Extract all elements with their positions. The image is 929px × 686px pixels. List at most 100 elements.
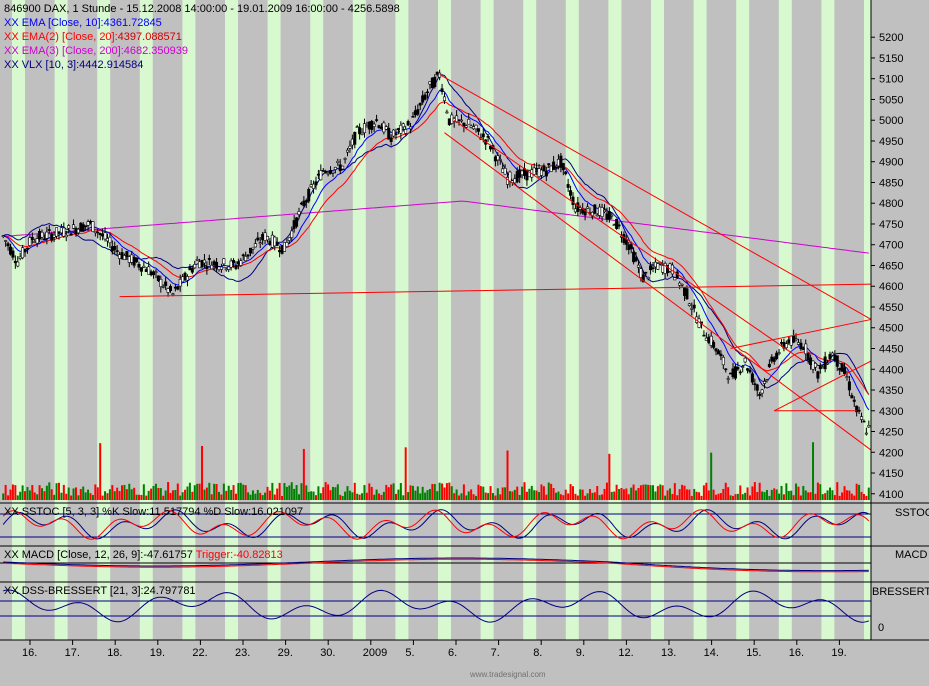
volume-bar xyxy=(535,490,538,500)
y-tick-label: 4850 xyxy=(879,177,903,189)
candle-body xyxy=(84,225,88,227)
volume-bar xyxy=(758,482,761,500)
volume-bar xyxy=(542,486,545,500)
x-tick-label: 6. xyxy=(448,647,457,659)
candle-body xyxy=(11,250,15,258)
volume-bar xyxy=(302,448,305,500)
volume-bar xyxy=(271,482,274,500)
volume-bar xyxy=(816,482,819,500)
candle-body xyxy=(857,409,861,412)
session-band xyxy=(352,0,366,640)
volume-bar xyxy=(530,485,533,500)
volume-bar xyxy=(729,495,732,500)
candle-body xyxy=(217,266,221,271)
volume-bar xyxy=(533,490,536,500)
trendlines[interactable] xyxy=(119,74,872,451)
candle-body xyxy=(513,178,517,184)
volume-bar xyxy=(802,485,805,500)
volume-bar xyxy=(319,493,322,500)
candle-body xyxy=(731,368,735,378)
legend-ema10: XX EMA [Close, 10]:4361.72845 xyxy=(4,17,162,29)
volume-bar xyxy=(814,493,817,500)
volume-bar xyxy=(33,492,36,500)
volume-bar xyxy=(213,483,216,500)
y-tick-label: 4100 xyxy=(879,489,903,501)
volume-bar xyxy=(501,487,504,500)
volume-bar xyxy=(225,490,228,500)
candle-body xyxy=(748,369,752,373)
volume-bar xyxy=(9,489,12,500)
candle-body xyxy=(18,256,22,259)
candle-body xyxy=(263,232,267,241)
volume-bar xyxy=(101,495,104,500)
volume-bar xyxy=(48,482,51,500)
y-tick-label: 5050 xyxy=(879,94,903,106)
volume-bar xyxy=(184,489,187,500)
candle-body xyxy=(843,367,847,374)
candle-body xyxy=(600,207,604,217)
x-tick-label: 23. xyxy=(235,647,250,659)
y-tick-label: 4400 xyxy=(879,364,903,376)
volume-bar xyxy=(188,482,191,500)
volume-bar xyxy=(91,494,94,500)
candle-body xyxy=(312,183,316,189)
volume-bar xyxy=(380,494,383,500)
candle-body xyxy=(564,171,568,175)
candle-body xyxy=(28,237,32,246)
candle-body xyxy=(457,119,461,121)
candle-body xyxy=(481,133,485,138)
session-band xyxy=(480,0,494,640)
volume-bar xyxy=(94,484,97,500)
candle-body xyxy=(493,156,497,162)
candle-body xyxy=(573,208,577,213)
candle-body xyxy=(249,247,253,254)
candle-body xyxy=(542,165,546,172)
volume-bar xyxy=(251,490,254,500)
candle-body xyxy=(275,242,279,246)
volume-bar xyxy=(484,492,487,500)
candle-body xyxy=(833,354,837,361)
volume-bar xyxy=(414,490,417,500)
candle-body xyxy=(88,220,92,223)
x-tick-label: 2009 xyxy=(363,647,387,659)
candle-body xyxy=(183,272,187,281)
indicator-panels xyxy=(0,509,871,623)
candle-body xyxy=(232,260,236,264)
candle-body xyxy=(212,261,216,266)
volume-bar xyxy=(385,484,388,500)
candle-body xyxy=(13,260,17,264)
volume-bar xyxy=(339,494,342,500)
volume-bar xyxy=(482,486,485,500)
volume-bar xyxy=(411,485,414,500)
candle-body xyxy=(115,250,119,252)
volume-bar xyxy=(57,482,60,500)
x-tick-label: 22. xyxy=(192,647,207,659)
candle-body xyxy=(772,357,776,362)
x-tick-label: 5. xyxy=(405,647,414,659)
candle-body xyxy=(292,220,296,229)
volume-bar xyxy=(528,488,531,500)
volume-bar xyxy=(164,490,167,500)
candle-body xyxy=(219,266,223,270)
candle-body xyxy=(326,172,330,175)
session-band xyxy=(54,0,68,640)
volume-bar xyxy=(715,494,718,500)
volume-bar xyxy=(853,495,856,500)
volume-bar xyxy=(499,494,502,500)
volume-bar xyxy=(324,482,327,500)
candle-body xyxy=(552,161,556,170)
volume-bar xyxy=(341,495,344,500)
candle-body xyxy=(862,420,866,423)
candle-body xyxy=(396,128,400,131)
tab-sstoc[interactable]: SSTOC xyxy=(895,507,929,519)
volume-bar xyxy=(273,494,276,500)
candle-body xyxy=(435,71,439,75)
volume-bar xyxy=(419,493,422,500)
tab-bressert[interactable]: BRESSERT xyxy=(872,586,929,598)
volume-bar xyxy=(431,483,434,500)
volume-bar xyxy=(807,492,810,500)
volume-bar xyxy=(84,492,87,500)
volume-bar xyxy=(761,491,764,500)
tab-macd[interactable]: MACD xyxy=(895,549,927,561)
